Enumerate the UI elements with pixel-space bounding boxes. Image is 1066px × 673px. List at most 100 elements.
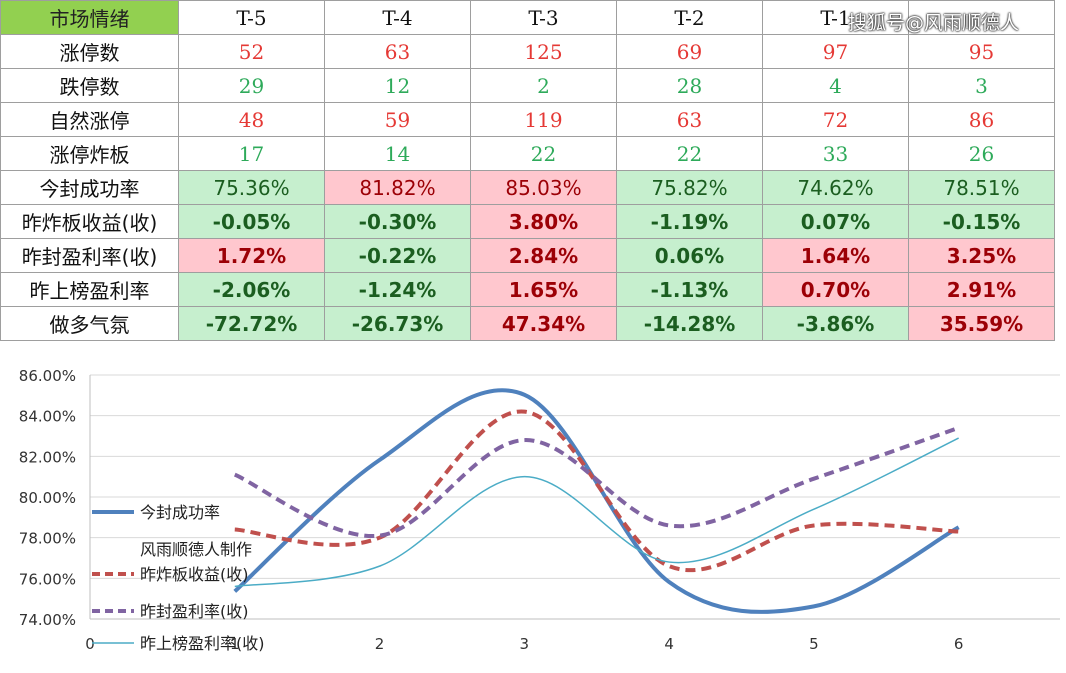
table-cell[interactable]: 0.06% <box>616 238 763 273</box>
x-tick-label: 2 <box>375 635 385 653</box>
table-cell[interactable]: 97 <box>762 34 909 69</box>
table-cell[interactable]: -26.73% <box>324 306 471 341</box>
row-label[interactable]: 跌停数 <box>0 68 179 103</box>
row-label[interactable]: 昨封盈利率(收) <box>0 238 179 273</box>
x-tick-label: 0 <box>85 635 95 653</box>
table-row: 昨上榜盈利率 -2.06% -1.24% 1.65% -1.13% 0.70% 2.91% <box>0 272 1055 307</box>
y-tick-label: 74.00% <box>19 611 76 629</box>
x-tick-label: 4 <box>664 635 674 653</box>
table-cell[interactable]: 75.36% <box>178 170 325 205</box>
table-cell[interactable]: -2.06% <box>178 272 325 307</box>
table-cell[interactable]: 86 <box>908 102 1055 137</box>
table-cell[interactable]: 95 <box>908 34 1055 69</box>
column-header[interactable]: T-2 <box>616 0 763 35</box>
table-cell[interactable]: 33 <box>762 136 909 171</box>
table-cell[interactable]: 29 <box>178 68 325 103</box>
series-line-4 <box>234 437 959 588</box>
table-cell[interactable]: 26 <box>908 136 1055 171</box>
table-cell[interactable]: -1.13% <box>616 272 763 307</box>
table-cell[interactable]: -0.15% <box>908 204 1055 239</box>
table-row: 昨炸板收益(收) -0.05% -0.30% 3.80% -1.19% 0.07% -0.1… <box>0 204 1055 239</box>
table-cell[interactable]: 22 <box>616 136 763 171</box>
table-cell[interactable]: 59 <box>324 102 471 137</box>
table-cell[interactable]: 63 <box>324 34 471 69</box>
table-cell[interactable]: 4 <box>762 68 909 103</box>
row-label[interactable]: 涨停数 <box>0 34 179 69</box>
table-title-cell[interactable]: 市场情绪 <box>0 0 179 35</box>
market-sentiment-table: 市场情绪 T-5 T-4 T-3 T-2 T-1 涨停数 52 63 125 69 97 95 跌停数 29… <box>0 0 1055 341</box>
table-cell[interactable]: -72.72% <box>178 306 325 341</box>
column-header[interactable]: T-3 <box>470 0 617 35</box>
table-cell[interactable]: -0.30% <box>324 204 471 239</box>
y-tick-label: 80.00% <box>19 489 76 507</box>
table-cell[interactable]: 3.80% <box>470 204 617 239</box>
table-row: 今封成功率 75.36% 81.82% 85.03% 75.82% 74.62% 78.51… <box>0 170 1055 205</box>
table-row: 做多气氛 -72.72% -26.73% 47.34% -14.28% -3.86% 35.… <box>0 306 1055 341</box>
row-label[interactable]: 涨停炸板 <box>0 136 179 171</box>
legend-label: 昨炸板收益(收) <box>140 565 249 584</box>
table-row: 自然涨停 48 59 119 63 72 86 <box>0 102 1055 137</box>
table-cell[interactable]: 1.72% <box>178 238 325 273</box>
table-cell[interactable]: 85.03% <box>470 170 617 205</box>
table-cell[interactable]: -3.86% <box>762 306 909 341</box>
table-cell[interactable]: -0.05% <box>178 204 325 239</box>
table-cell[interactable]: 28 <box>616 68 763 103</box>
series-line-2 <box>234 409 959 573</box>
table-cell[interactable]: 14 <box>324 136 471 171</box>
table-cell[interactable]: 12 <box>324 68 471 103</box>
table-cell[interactable]: 75.82% <box>616 170 763 205</box>
table-cell[interactable]: 48 <box>178 102 325 137</box>
table-cell[interactable]: 2.84% <box>470 238 617 273</box>
table-cell[interactable]: -1.24% <box>324 272 471 307</box>
table-cell[interactable]: 47.34% <box>470 306 617 341</box>
table-cell[interactable]: 74.62% <box>762 170 909 205</box>
y-tick-label: 76.00% <box>19 570 76 588</box>
table-cell[interactable]: 0.70% <box>762 272 909 307</box>
table-row: 昨封盈利率(收) 1.72% -0.22% 2.84% 0.06% 1.64% 3.25% <box>0 238 1055 273</box>
table-cell[interactable]: 125 <box>470 34 617 69</box>
row-label[interactable]: 做多气氛 <box>0 306 179 341</box>
table-cell[interactable]: 2 <box>470 68 617 103</box>
table-row: 跌停数 29 12 2 28 4 3 <box>0 68 1055 103</box>
table-cell[interactable]: 1.64% <box>762 238 909 273</box>
row-label[interactable]: 昨炸板收益(收) <box>0 204 179 239</box>
x-tick-label: 6 <box>954 635 964 653</box>
y-tick-label: 86.00% <box>19 367 76 385</box>
table-cell[interactable]: 63 <box>616 102 763 137</box>
table-cell[interactable]: -1.19% <box>616 204 763 239</box>
table-cell[interactable]: 72 <box>762 102 909 137</box>
table-cell[interactable]: 17 <box>178 136 325 171</box>
column-header[interactable]: T-4 <box>324 0 471 35</box>
legend-label: 昨封盈利率(收) <box>140 602 249 621</box>
table-cell[interactable]: 1.65% <box>470 272 617 307</box>
table-cell[interactable]: 3 <box>908 68 1055 103</box>
line-chart: 74.00% 76.00% 78.00% 80.00% 82.00% 84.00% 86.0… <box>19 367 1060 653</box>
x-tick-label: 5 <box>809 635 819 653</box>
table-row: 涨停炸板 17 14 22 22 33 26 <box>0 136 1055 171</box>
x-tick-label: 3 <box>520 635 530 653</box>
x-tick-label: 1 <box>230 635 240 653</box>
table-cell[interactable]: 22 <box>470 136 617 171</box>
table-cell[interactable]: 69 <box>616 34 763 69</box>
table-cell[interactable]: 78.51% <box>908 170 1055 205</box>
row-label[interactable]: 昨上榜盈利率 <box>0 272 179 307</box>
table-cell[interactable]: 3.25% <box>908 238 1055 273</box>
row-label[interactable]: 自然涨停 <box>0 102 179 137</box>
table-cell[interactable]: -0.22% <box>324 238 471 273</box>
y-tick-label: 78.00% <box>19 530 76 548</box>
legend-label: 昨上榜盈利率(收) <box>140 634 265 653</box>
table-cell[interactable]: 81.82% <box>324 170 471 205</box>
column-header[interactable]: T-5 <box>178 0 325 35</box>
table-cell[interactable]: 119 <box>470 102 617 137</box>
table-row: 涨停数 52 63 125 69 97 95 <box>0 34 1055 69</box>
table-cell[interactable]: -14.28% <box>616 306 763 341</box>
table-cell[interactable]: 0.07% <box>762 204 909 239</box>
y-tick-label: 82.00% <box>19 448 76 466</box>
column-header[interactable]: T-1 <box>762 0 909 35</box>
table-cell[interactable]: 2.91% <box>908 272 1055 307</box>
y-tick-label: 84.00% <box>19 408 76 426</box>
watermark: 搜狐号@风雨顺德人 <box>848 12 1020 34</box>
table-cell[interactable]: 52 <box>178 34 325 69</box>
row-label[interactable]: 今封成功率 <box>0 170 179 205</box>
table-cell[interactable]: 35.59% <box>908 306 1055 341</box>
